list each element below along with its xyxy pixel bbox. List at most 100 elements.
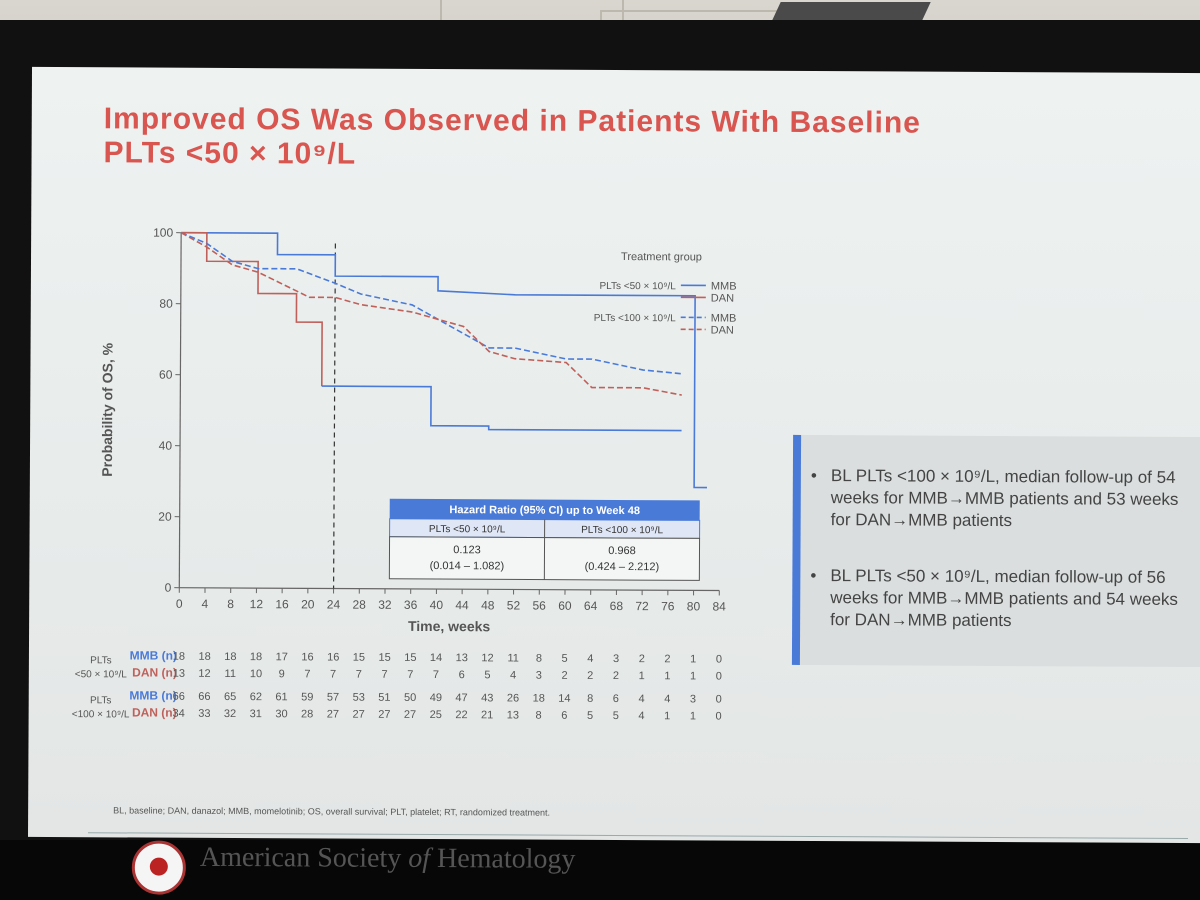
bullet-panel: • BL PLTs <100 × 10⁹/L, median follow-up… bbox=[791, 434, 1200, 668]
risk-count: 5 bbox=[562, 653, 568, 665]
legend-title: Treatment group bbox=[621, 251, 702, 263]
km-curve-plts5010l-dan-cont bbox=[321, 385, 682, 432]
risk-count: 18 bbox=[198, 651, 210, 663]
bullet-item: • BL PLTs <100 × 10⁹/L, median follow-up… bbox=[811, 465, 1200, 533]
x-tick-label: 4 bbox=[202, 597, 209, 611]
risk-count: 50 bbox=[404, 692, 416, 704]
risk-group-label-line1: PLTs bbox=[90, 655, 112, 666]
risk-count: 30 bbox=[275, 708, 287, 720]
org-of: of bbox=[408, 842, 431, 875]
legend-entry-label: MMB bbox=[711, 312, 737, 324]
km-curve-plts5010l-mmb bbox=[181, 231, 707, 489]
x-tick-label: 40 bbox=[430, 598, 444, 612]
x-tick-label: 84 bbox=[712, 599, 726, 613]
risk-count: 53 bbox=[353, 692, 365, 704]
risk-count: 11 bbox=[225, 668, 236, 680]
x-tick-label: 68 bbox=[610, 599, 624, 613]
risk-row-arm-label: DAN (n) bbox=[132, 665, 177, 679]
risk-count: 7 bbox=[407, 669, 413, 681]
risk-count: 15 bbox=[378, 652, 390, 664]
risk-count: 25 bbox=[430, 709, 442, 721]
risk-row-arm-label: DAN (n) bbox=[132, 705, 177, 719]
risk-count: 33 bbox=[198, 708, 210, 720]
km-curve-plts10010l-mmb bbox=[180, 231, 682, 375]
risk-count: 32 bbox=[224, 708, 236, 720]
y-tick-label: 100 bbox=[153, 226, 173, 240]
risk-count: 0 bbox=[716, 711, 722, 723]
legend-entry-label: MMB bbox=[711, 280, 737, 292]
risk-count: 3 bbox=[536, 670, 542, 682]
x-tick-label: 16 bbox=[275, 597, 289, 611]
risk-count: 27 bbox=[378, 709, 390, 721]
risk-count: 11 bbox=[507, 652, 518, 664]
risk-count: 47 bbox=[455, 692, 467, 704]
risk-count: 1 bbox=[690, 670, 696, 682]
risk-count: 66 bbox=[173, 691, 185, 703]
risk-count: 1 bbox=[690, 710, 696, 722]
risk-count: 2 bbox=[664, 653, 670, 665]
km-curve-plts5010l-dan bbox=[181, 231, 323, 387]
risk-count: 15 bbox=[353, 652, 365, 664]
risk-count: 62 bbox=[250, 691, 262, 703]
x-tick-label: 76 bbox=[661, 599, 675, 613]
bullet-dot: • bbox=[810, 466, 817, 486]
risk-count: 4 bbox=[664, 693, 670, 705]
risk-count: 12 bbox=[481, 652, 493, 664]
org-prefix: American Society bbox=[199, 841, 409, 874]
y-tick-label: 40 bbox=[159, 439, 173, 453]
org-suffix: Hematology bbox=[429, 843, 576, 875]
risk-count: 10 bbox=[250, 668, 262, 680]
risk-row-arm-label: MMB (n) bbox=[130, 648, 177, 662]
risk-group-label-line2: <50 × 10⁹/L bbox=[75, 669, 128, 680]
risk-count: 26 bbox=[507, 692, 519, 704]
risk-count: 27 bbox=[404, 709, 416, 721]
x-tick-label: 32 bbox=[378, 598, 392, 612]
risk-count: 1 bbox=[664, 670, 670, 682]
risk-count: 27 bbox=[327, 708, 339, 720]
legend-entry-label: DAN bbox=[711, 324, 734, 336]
risk-count: 7 bbox=[356, 669, 362, 681]
risk-count: 49 bbox=[430, 692, 442, 704]
ash-logo-icon bbox=[131, 840, 186, 895]
x-tick-label: 64 bbox=[584, 599, 598, 613]
risk-count: 9 bbox=[279, 668, 285, 680]
hazard-table-title: Hazard Ratio (95% CI) up to Week 48 bbox=[449, 504, 640, 517]
risk-count: 13 bbox=[507, 709, 519, 721]
risk-count: 18 bbox=[173, 651, 185, 663]
risk-count: 66 bbox=[198, 691, 210, 703]
risk-count: 13 bbox=[456, 652, 468, 664]
risk-count: 28 bbox=[301, 708, 313, 720]
risk-count: 21 bbox=[481, 709, 493, 721]
risk-count: 31 bbox=[250, 708, 262, 720]
risk-count: 7 bbox=[433, 669, 439, 681]
x-tick-label: 60 bbox=[558, 599, 572, 613]
risk-count: 2 bbox=[561, 670, 567, 682]
risk-count: 57 bbox=[327, 691, 339, 703]
risk-count: 43 bbox=[481, 692, 493, 704]
risk-count: 3 bbox=[690, 693, 696, 705]
hazard-table-col2-ci: (0.424 – 2.212) bbox=[585, 561, 660, 573]
risk-count: 51 bbox=[378, 692, 390, 704]
risk-count: 17 bbox=[276, 651, 288, 663]
risk-count: 18 bbox=[224, 651, 236, 663]
legend-group-label: PLTs <50 × 10⁹/L bbox=[599, 281, 676, 292]
hazard-table-header-bg bbox=[389, 498, 700, 521]
risk-count: 16 bbox=[301, 651, 313, 663]
x-tick-label: 72 bbox=[635, 599, 649, 613]
risk-count: 15 bbox=[404, 652, 416, 664]
risk-count: 61 bbox=[275, 691, 287, 703]
risk-count: 4 bbox=[510, 669, 516, 681]
y-axis-line bbox=[178, 232, 182, 588]
risk-count: 7 bbox=[330, 668, 336, 680]
week-24-reference-line bbox=[332, 243, 336, 589]
hazard-table-col2-value: 0.968 bbox=[608, 545, 636, 557]
bullet-text: BL PLTs <50 × 10⁹/L, median follow-up of… bbox=[830, 566, 1178, 631]
y-axis-label: Probability of OS, % bbox=[99, 342, 116, 476]
floor-shadow bbox=[0, 840, 1200, 900]
presentation-slide: Improved OS Was Observed in Patients Wit… bbox=[27, 66, 1200, 895]
risk-count: 1 bbox=[639, 670, 645, 682]
risk-count: 13 bbox=[173, 668, 185, 680]
x-tick-label: 0 bbox=[176, 597, 183, 611]
risk-count: 22 bbox=[455, 709, 467, 721]
risk-count: 0 bbox=[716, 654, 722, 666]
